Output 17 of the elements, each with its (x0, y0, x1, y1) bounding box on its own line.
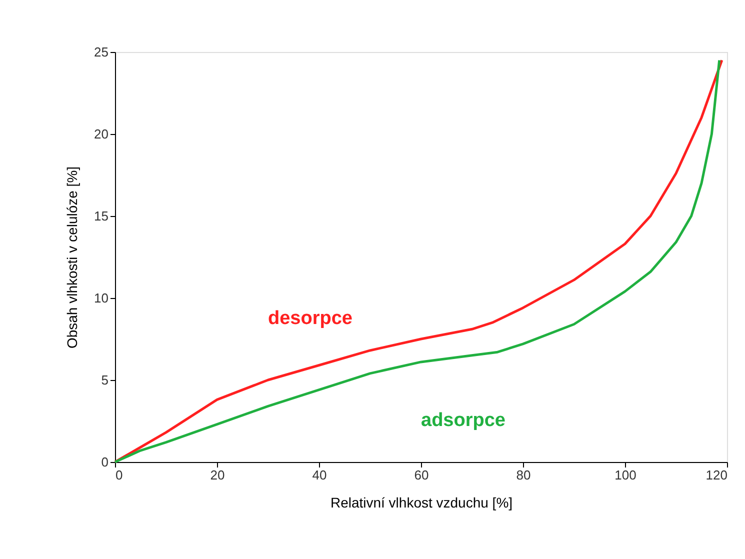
y-axis-title: Obsah vlhkosti v celulóze [%] (64, 166, 80, 349)
y-tick-label: 20 (94, 126, 108, 142)
x-tick-label: 40 (312, 468, 327, 482)
text: adsorpce (421, 410, 506, 431)
x-tick-label: 100 (614, 468, 636, 482)
x-tick-label: 0 (116, 468, 123, 482)
y-tick-label: 0 (101, 454, 108, 470)
y-tick-label: 5 (101, 372, 108, 388)
x-tick-label: 120 (706, 468, 728, 482)
x-tick-label: 80 (516, 468, 531, 482)
y-tick-label: 25 (94, 44, 108, 60)
x-axis-title: Relativní vlhkost vzduchu [%] (330, 494, 513, 510)
y-tick-label: 10 (94, 290, 108, 306)
x-tick-label: 60 (414, 468, 429, 482)
x-tick-label: 20 (210, 468, 225, 482)
series-label: desorpce (268, 308, 352, 329)
y-tick-label: 15 (94, 208, 108, 224)
